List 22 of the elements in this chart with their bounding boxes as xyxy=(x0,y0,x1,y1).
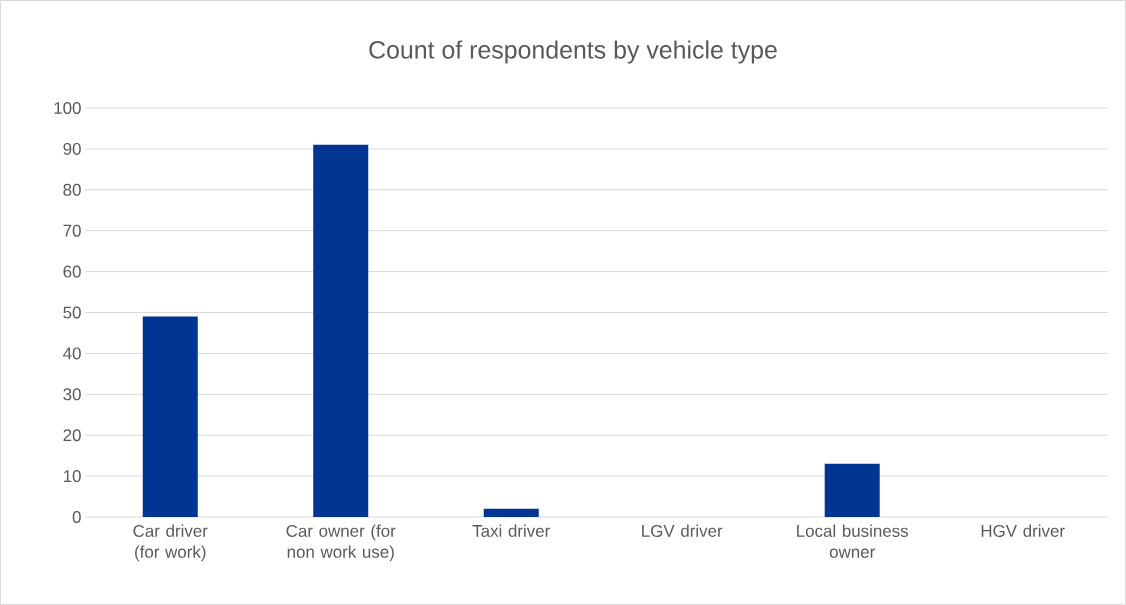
y-tick-label: 20 xyxy=(63,429,81,442)
x-tick-label: LGV driver xyxy=(642,524,723,537)
x-tick-label: HGV driver xyxy=(981,524,1065,537)
y-tick-label: 100 xyxy=(54,101,81,114)
chart-title: Count of respondents by vehicle type xyxy=(369,40,777,64)
y-tick-label: 70 xyxy=(63,224,81,237)
y-tick-label: 0 xyxy=(72,510,81,523)
bar xyxy=(483,508,539,517)
y-tick-label: 60 xyxy=(63,265,81,278)
y-tick-label: 40 xyxy=(63,347,81,360)
y-tick-label: 30 xyxy=(63,388,81,401)
y-tick-label: 80 xyxy=(63,183,81,196)
y-tick-label: 50 xyxy=(63,306,81,319)
x-tick-label: Car owner (for non work use) xyxy=(286,524,396,562)
x-tick-label: Local business owner xyxy=(797,524,909,558)
x-tick-label: Car driver (for work) xyxy=(133,524,208,562)
bar xyxy=(313,144,369,517)
y-tick-label: 10 xyxy=(63,470,81,483)
bar xyxy=(142,316,198,517)
x-tick-label: Taxi driver xyxy=(472,524,550,537)
bar xyxy=(824,463,880,517)
y-tick-label: 90 xyxy=(63,142,81,155)
